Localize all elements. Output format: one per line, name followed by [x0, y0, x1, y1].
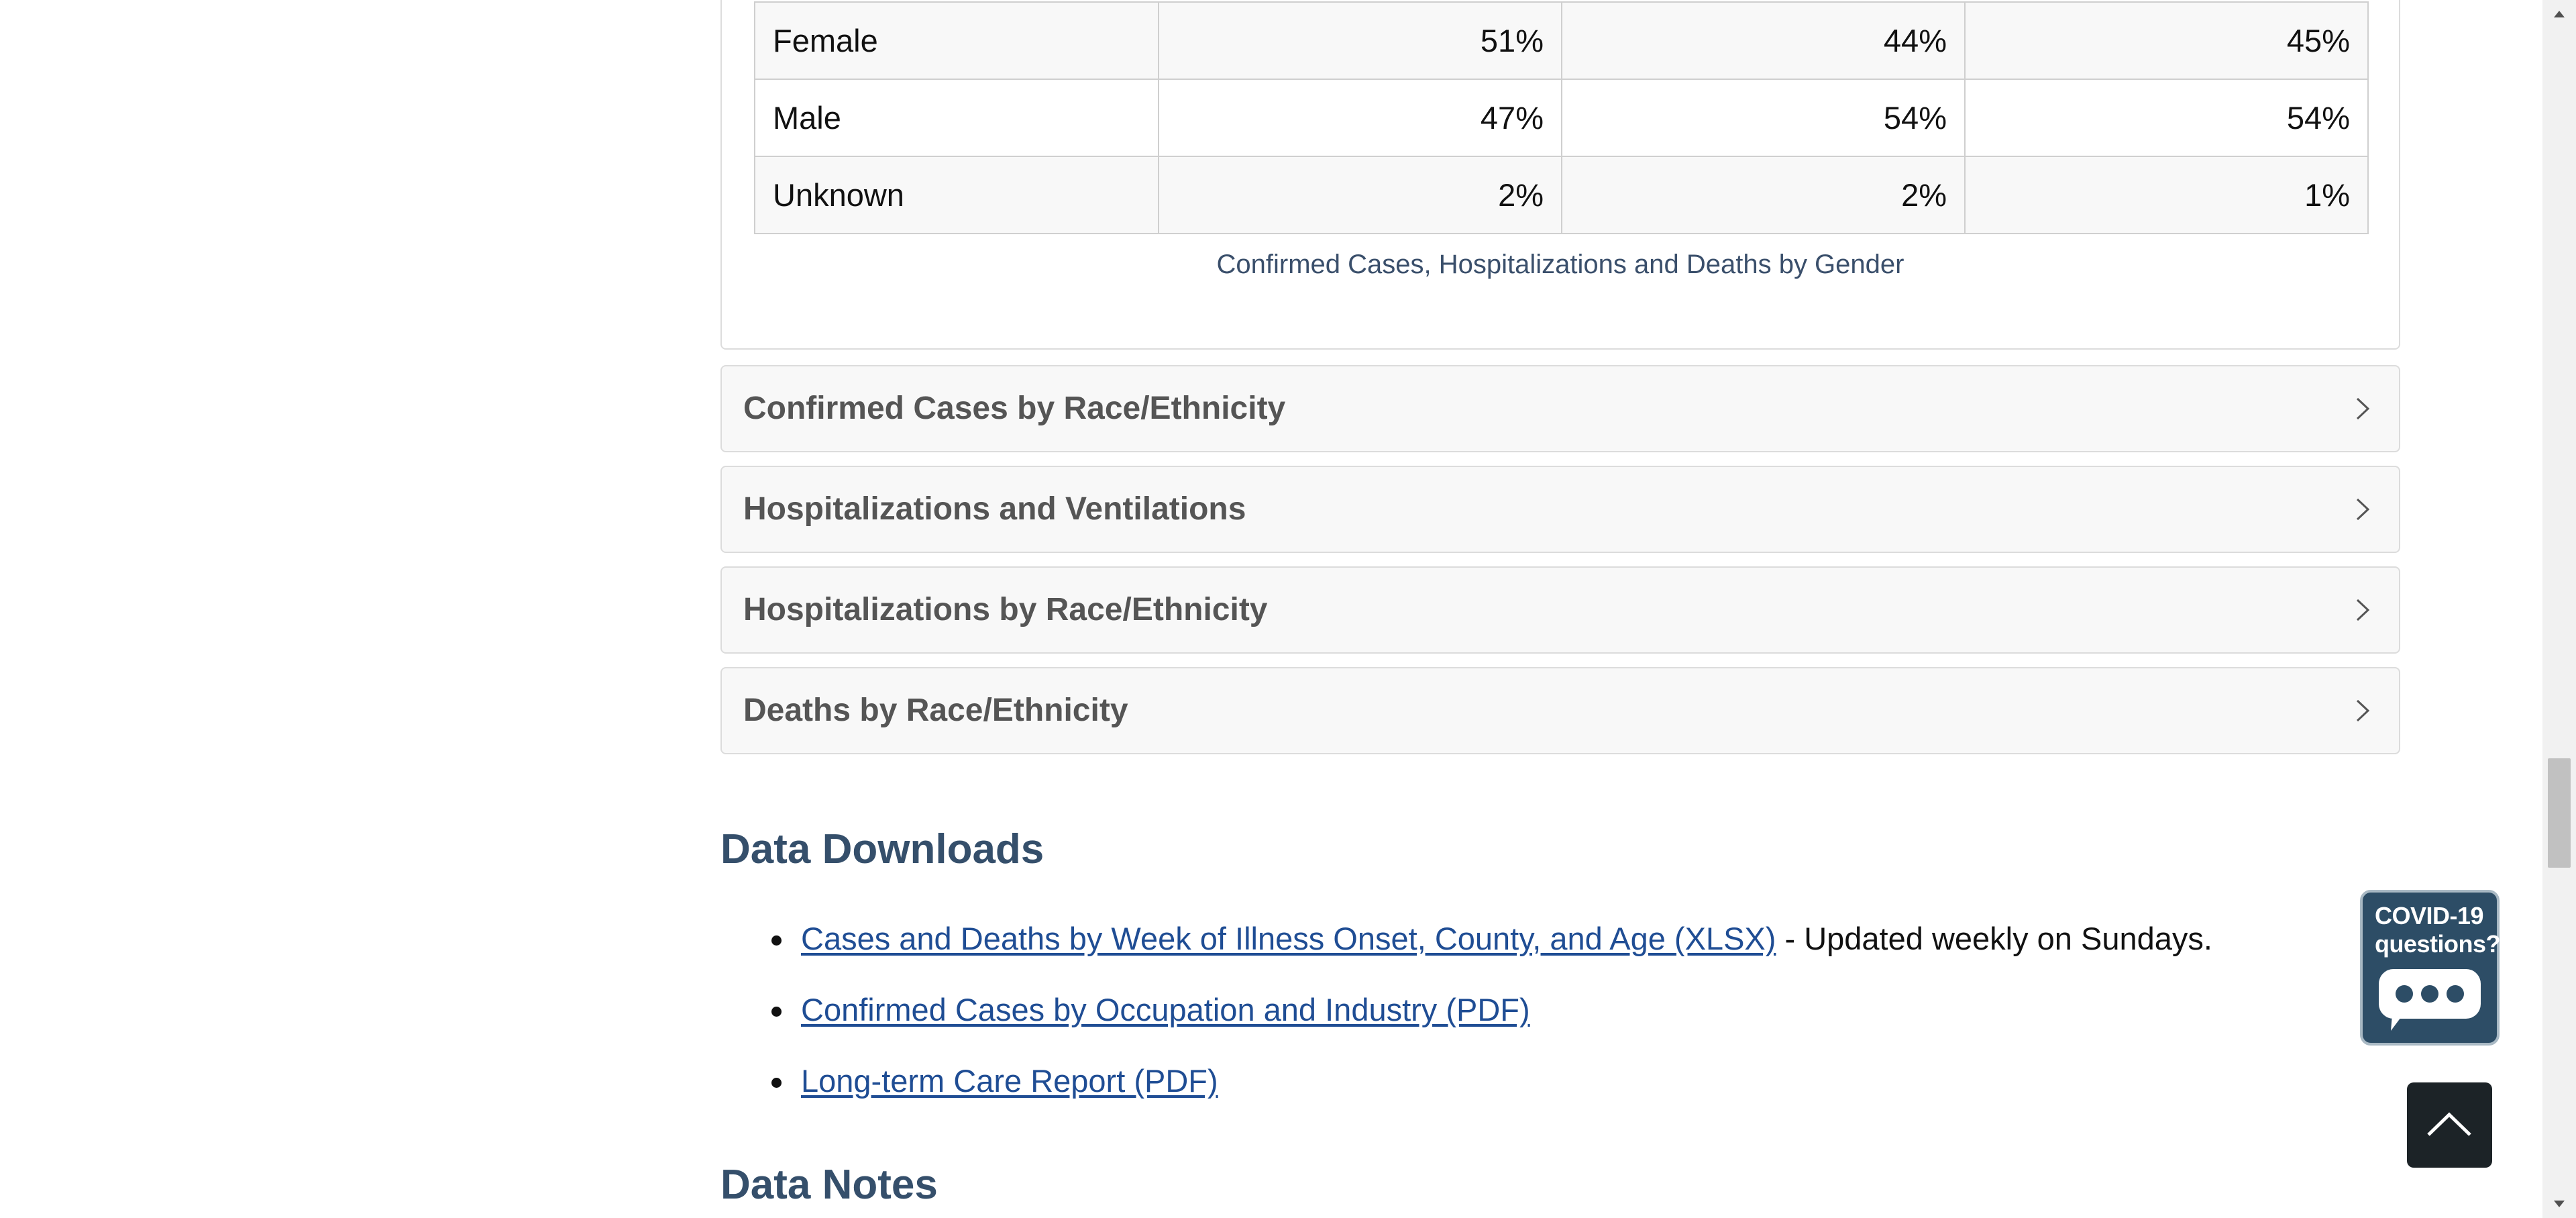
- deaths-cell: 1%: [1964, 156, 2369, 234]
- table-row: Unknown 2% 2% 1%: [754, 156, 2369, 234]
- bullet: [771, 1078, 782, 1088]
- accordion-title: Confirmed Cases by Race/Ethnicity: [743, 391, 1286, 426]
- covid-questions-button[interactable]: COVID-19 questions?: [2360, 890, 2501, 1046]
- scroll-down-arrow-icon[interactable]: [2542, 1191, 2576, 1218]
- scrollbar-thumb[interactable]: [2548, 758, 2571, 868]
- chevron-up-icon: [2427, 1112, 2471, 1136]
- download-link-occupation-pdf[interactable]: Confirmed Cases by Occupation and Indust…: [801, 992, 1530, 1027]
- chat-bubble-icon: [2379, 969, 2481, 1031]
- chevron-right-icon: [2356, 498, 2370, 521]
- scrollbar[interactable]: [2542, 0, 2576, 1218]
- cases-cell: 47%: [1158, 79, 1562, 157]
- row-label: Female: [754, 1, 1159, 80]
- cases-cell: 51%: [1158, 1, 1562, 80]
- accordion-deaths-race[interactable]: Deaths by Race/Ethnicity: [720, 667, 2400, 754]
- accordion-hospitalizations-race[interactable]: Hospitalizations by Race/Ethnicity: [720, 566, 2400, 654]
- table-caption: Confirmed Cases, Hospitalizations and De…: [1216, 250, 1904, 279]
- chevron-right-icon: [2356, 397, 2370, 420]
- hospitalizations-cell: 44%: [1561, 1, 1966, 80]
- scroll-up-arrow-icon[interactable]: [2542, 0, 2576, 27]
- deaths-cell: 45%: [1964, 1, 2369, 80]
- gender-panel: Female 51% 44% 45% Male 47% 54% 54% Unkn…: [720, 0, 2400, 350]
- bullet: [771, 935, 782, 946]
- row-label: Male: [754, 79, 1159, 157]
- data-downloads-heading: Data Downloads: [720, 826, 1044, 872]
- accordion-title: Hospitalizations by Race/Ethnicity: [743, 592, 1268, 627]
- chevron-right-icon: [2356, 599, 2370, 621]
- accordion-title: Hospitalizations and Ventilations: [743, 491, 1246, 527]
- covid-line1: COVID-19: [2375, 902, 2484, 929]
- accordion-title: Deaths by Race/Ethnicity: [743, 693, 1128, 728]
- cases-cell: 2%: [1158, 156, 1562, 234]
- download-link-cases-deaths-xlsx[interactable]: Cases and Deaths by Week of Illness Onse…: [801, 921, 1776, 956]
- table-row: Female 51% 44% 45%: [754, 1, 2369, 80]
- chevron-right-icon: [2356, 699, 2370, 722]
- gender-table: Female 51% 44% 45% Male 47% 54% 54% Unkn…: [754, 1, 2369, 234]
- download-note: - Updated weekly on Sundays.: [1776, 921, 2212, 956]
- hospitalizations-cell: 2%: [1561, 156, 1966, 234]
- download-link-long-term-care-pdf[interactable]: Long-term Care Report (PDF): [801, 1063, 1218, 1099]
- deaths-cell: 54%: [1964, 79, 2369, 157]
- back-to-top-button[interactable]: [2407, 1082, 2492, 1168]
- accordion-confirmed-cases-race[interactable]: Confirmed Cases by Race/Ethnicity: [720, 365, 2400, 452]
- accordion-hospitalizations-ventilations[interactable]: Hospitalizations and Ventilations: [720, 466, 2400, 553]
- data-notes-heading: Data Notes: [720, 1162, 938, 1208]
- bullet: [771, 1007, 782, 1017]
- table-row: Male 47% 54% 54%: [754, 79, 2369, 157]
- hospitalizations-cell: 54%: [1561, 79, 1966, 157]
- row-label: Unknown: [754, 156, 1159, 234]
- covid-line2: questions?: [2375, 930, 2501, 958]
